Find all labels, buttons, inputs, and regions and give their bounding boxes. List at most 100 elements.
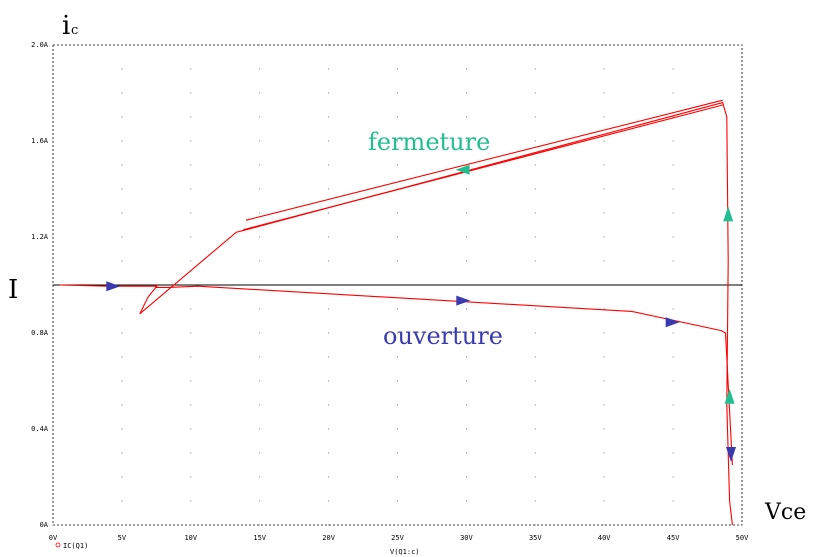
grid-dot (672, 524, 674, 526)
grid-dot (465, 212, 467, 214)
arrow-right-icon (665, 317, 680, 328)
grid-dot (741, 308, 743, 310)
grid-dot (121, 332, 123, 334)
grid-dot (52, 188, 54, 190)
grid-dot (121, 452, 123, 454)
grid-dot (328, 116, 330, 118)
grid-dot (52, 260, 54, 262)
grid-dot (328, 236, 330, 238)
grid-dot (259, 500, 261, 502)
grid-dot (534, 452, 536, 454)
grid-dot (465, 308, 467, 310)
grid-dot (259, 308, 261, 310)
y-axis-annotation-subscript: c (71, 23, 78, 38)
grid-dot (534, 140, 536, 142)
grid-dot (465, 260, 467, 262)
grid-dot (741, 188, 743, 190)
y-tick-label: 0.4A (31, 425, 49, 433)
arrow-up-icon (724, 388, 735, 404)
arrow-up-icon (723, 206, 734, 222)
grid-dot (190, 356, 192, 358)
grid-dot (397, 212, 398, 214)
grid-dot (121, 140, 123, 142)
grid-dot (534, 404, 536, 406)
grid-dot (121, 212, 123, 214)
grid-dot (121, 428, 123, 430)
grid-dot (328, 44, 330, 46)
grid-dot (741, 164, 743, 166)
x-tick-label: 40V (598, 534, 611, 542)
series-line (59, 284, 159, 315)
grid-dot (397, 44, 398, 46)
x-tick-label: 45V (667, 534, 680, 542)
grid-dot (672, 308, 674, 310)
grid-dot (534, 212, 536, 214)
grid-dot (397, 356, 398, 358)
grid-dot (259, 188, 261, 190)
grid-dot (328, 212, 330, 214)
grid-dot (190, 332, 192, 334)
grid-dot (672, 164, 674, 166)
grid-dot (121, 236, 123, 238)
grid-dot (603, 188, 605, 190)
grid-dot (465, 524, 467, 526)
grid-dot (259, 164, 261, 166)
grid-dot (741, 452, 743, 454)
grid-dot (328, 332, 330, 334)
y-tick-label: 1.6A (31, 137, 49, 145)
grid-dot (603, 140, 605, 142)
grid-dot (52, 452, 54, 454)
grid-dot (534, 428, 536, 430)
grid-dot (741, 44, 743, 46)
grid-dot (534, 356, 536, 358)
y-tick-labels: 0A 0.4A 0.8A 1.2A 1.6A 2.0A (31, 41, 49, 529)
grid-dot (328, 140, 330, 142)
grid-dot (52, 356, 54, 358)
grid-dot (190, 44, 192, 46)
grid-dot (397, 116, 398, 118)
grid-dot (259, 452, 261, 454)
grid-dot (121, 524, 123, 526)
grid-dot (465, 356, 467, 358)
arrow-left-icon (455, 164, 470, 175)
grid-dot (465, 116, 467, 118)
direction-arrows (106, 164, 736, 462)
grid-dot (397, 404, 398, 406)
grid-dot (672, 404, 674, 406)
grid-dot (328, 68, 330, 70)
grid-dot (534, 188, 536, 190)
series-line (155, 285, 733, 466)
grid-dot (741, 476, 743, 478)
grid-dot (397, 452, 398, 454)
grid-dot (534, 308, 536, 310)
grid-dot (603, 116, 605, 118)
grid-dot (603, 236, 605, 238)
y-axis-annotation: i (62, 11, 70, 41)
grid-dot (190, 428, 192, 430)
grid-dot (52, 92, 54, 94)
grid-dot (52, 308, 54, 310)
legend: IC(Q1) (55, 542, 88, 550)
grid-dot (465, 92, 467, 94)
grid-dot (259, 332, 261, 334)
grid-dot (190, 92, 192, 94)
grid-dot (672, 428, 674, 430)
grid-dot (328, 356, 330, 358)
grid-dot (259, 476, 261, 478)
grid-dot (672, 188, 674, 190)
grid-dot (397, 380, 398, 382)
grid-dot (190, 236, 192, 238)
grid-dot (397, 332, 398, 334)
grid-dot (190, 452, 192, 454)
opening-label: ouverture (383, 322, 503, 350)
grid-dot (741, 260, 743, 262)
grid-dot (121, 164, 123, 166)
grid-dot (190, 260, 192, 262)
grid-dot (259, 428, 261, 430)
grid-dot (121, 500, 123, 502)
series-line (139, 101, 733, 526)
grid-dot (741, 68, 743, 70)
grid-dot (465, 428, 467, 430)
legend-marker (55, 542, 61, 548)
grid-dot (52, 212, 54, 214)
